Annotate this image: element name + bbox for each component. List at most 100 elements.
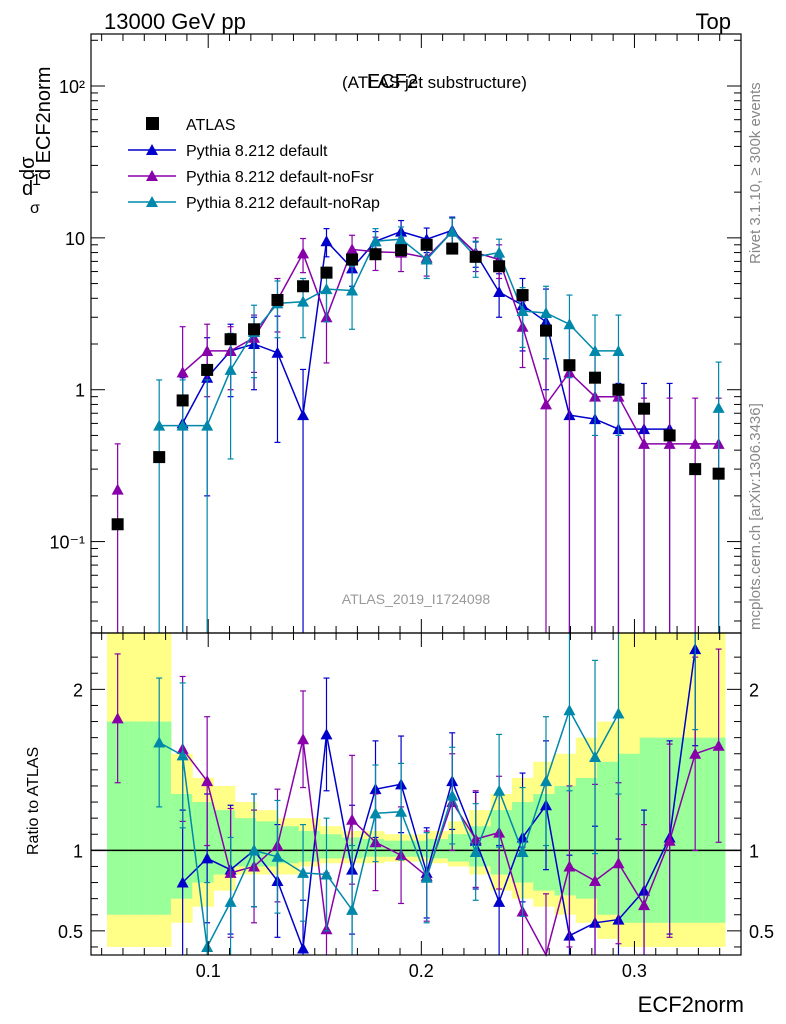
- ratio-point-nofsr: [663, 834, 676, 846]
- ratio-point-nofsr: [111, 712, 124, 724]
- ratio-point-norap: [271, 850, 284, 862]
- ratio-point-nofsr: [712, 739, 725, 751]
- chart-title: ECF2: [367, 71, 418, 93]
- ratio-point-norap: [446, 789, 459, 801]
- point-norap: [420, 253, 433, 265]
- ratio-point-nofsr: [689, 747, 702, 759]
- ylabel-num: dσ: [17, 156, 39, 180]
- point-nofsr: [346, 243, 359, 255]
- ylabel-one: 1: [32, 172, 41, 189]
- ratio-point-nofsr: [346, 813, 359, 825]
- ylabel-d1: d: [22, 178, 33, 200]
- point-norap: [201, 419, 214, 431]
- point-default: [320, 235, 333, 247]
- ratio-point-norap: [369, 807, 382, 819]
- legend-label-nofsr: Pythia 8.212 default-noFsr: [186, 169, 374, 186]
- header-left: 13000 GeV pp: [104, 9, 246, 34]
- point-atlas: [540, 324, 552, 337]
- ratio-band-green: [533, 794, 556, 891]
- chart-subtitle: (ATLAS jet substructure): [342, 73, 527, 92]
- point-norap: [516, 304, 529, 316]
- point-norap: [540, 307, 552, 319]
- legend-marker-norap: [146, 196, 158, 207]
- legend-label-norap: Pythia 8.212 default-noRap: [186, 195, 380, 212]
- point-atlas: [469, 250, 482, 263]
- ratio-band-green: [128, 721, 151, 915]
- point-atlas: [516, 289, 529, 302]
- ratio-point-nofsr: [201, 775, 214, 787]
- analysis-id: ATLAS_2019_I1724098: [342, 591, 491, 607]
- point-atlas: [153, 451, 166, 464]
- point-nofsr: [111, 483, 124, 495]
- ratio-point-nofsr: [563, 860, 576, 872]
- point-norap: [446, 225, 459, 237]
- ratio-point-default: [201, 852, 214, 864]
- point-atlas: [420, 238, 433, 251]
- ratio-point-nofsr: [612, 857, 625, 869]
- y-tick-label-main: 1: [75, 381, 85, 401]
- ratio-band-green: [703, 737, 726, 923]
- legend-marker-atlas: [146, 117, 159, 130]
- mcplots-label: mcplots.cern.ch [arXiv:1306.3436]: [747, 403, 764, 630]
- point-atlas: [201, 363, 214, 376]
- y-tick-label-main: 10⁻¹: [49, 533, 85, 553]
- ratio-point-default: [297, 942, 310, 954]
- ratio-point-nofsr: [297, 733, 310, 745]
- point-atlas: [712, 467, 725, 480]
- y-tick-label-ratio: 1: [73, 841, 83, 861]
- x-tick-label: 0.1: [196, 961, 221, 981]
- point-atlas: [224, 333, 237, 346]
- ratio-band-green: [106, 721, 129, 915]
- legend: ATLAS Pythia 8.212 default Pythia 8.212 …: [128, 117, 380, 212]
- ylabel-sigma: σ: [30, 200, 40, 217]
- legend-marker-nofsr: [146, 170, 158, 181]
- y-tick-label-ratio: 0.5: [58, 922, 83, 942]
- ylabel-fraction: dσ: [17, 156, 39, 180]
- main-series: [111, 216, 725, 633]
- point-atlas: [320, 266, 333, 279]
- point-atlas: [248, 323, 261, 336]
- ratio-bands: [106, 633, 726, 947]
- y-tick-label-main: 10: [65, 229, 85, 249]
- ratio-band-green: [320, 834, 342, 859]
- point-atlas: [446, 242, 459, 255]
- point-atlas: [663, 429, 676, 442]
- point-atlas: [563, 359, 576, 372]
- point-atlas: [395, 244, 408, 257]
- point-atlas: [176, 394, 189, 407]
- y-axis-label-ratio: Ratio to ATLAS: [25, 747, 42, 855]
- ratio-point-norap: [420, 871, 433, 883]
- ratio-band-green: [618, 753, 641, 923]
- ratio-point-norap: [540, 775, 552, 787]
- legend-label-default: Pythia 8.212 default: [186, 143, 328, 160]
- ratio-point-norap: [589, 750, 602, 762]
- y-tick-label-main: 10²: [59, 77, 85, 97]
- ratio-point-norap: [176, 749, 189, 761]
- ratio-band-green: [597, 761, 619, 915]
- ratio-band-green: [575, 777, 598, 899]
- ratio-point-nofsr: [589, 874, 602, 886]
- ylabel-den: d ECF2norm: [33, 67, 55, 180]
- header-right: Top: [696, 9, 731, 34]
- ratio-point-norap: [346, 903, 359, 915]
- point-atlas: [271, 293, 284, 306]
- point-norap: [395, 233, 408, 245]
- legend-marker-default: [146, 144, 158, 155]
- y-axis-label-main: d 1 σ dσ d ECF2norm: [17, 67, 55, 217]
- ratio-panel: [91, 633, 741, 958]
- ratio-point-norap: [469, 845, 482, 857]
- ratio-point-norap: [201, 940, 214, 952]
- ratio-point-norap: [297, 866, 310, 878]
- point-norap: [176, 419, 189, 431]
- point-nofsr: [663, 437, 676, 449]
- ratio-point-norap: [563, 704, 576, 716]
- x-tick-label: 0.3: [622, 961, 647, 981]
- point-nofsr: [689, 437, 702, 449]
- ratio-band-green: [277, 826, 300, 864]
- point-default: [297, 409, 310, 421]
- point-atlas: [369, 248, 382, 261]
- point-norap: [224, 363, 237, 375]
- axes: 0.1 0.2 0.3 10⁻¹ 1 10 10² 0.5 0.5 1 1 2 2: [49, 34, 774, 981]
- x-axis-label: ECF2norm: [638, 992, 744, 1017]
- y-tick-label-ratio-right: 2: [749, 680, 759, 700]
